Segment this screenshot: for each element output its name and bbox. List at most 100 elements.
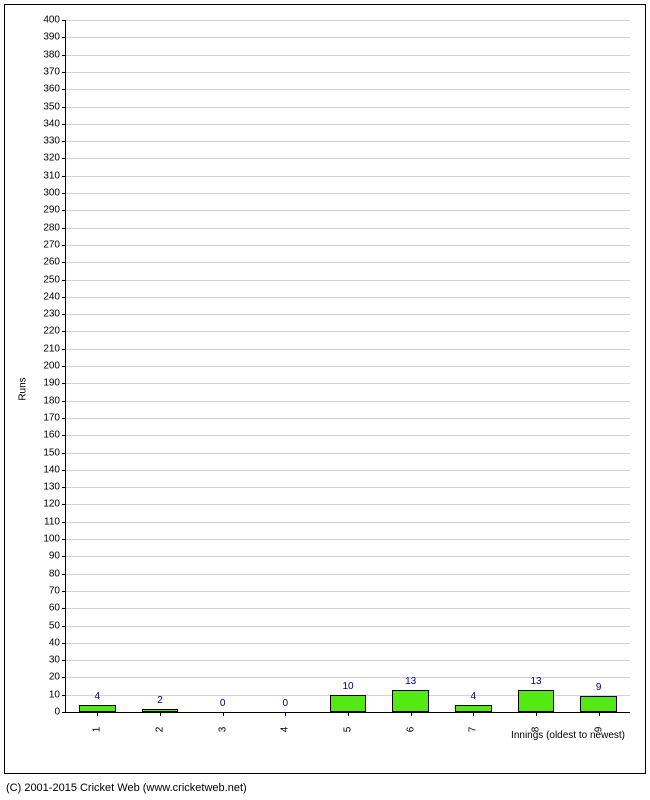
ytick-mark	[62, 314, 66, 315]
gridline	[66, 141, 630, 142]
gridline	[66, 72, 630, 73]
ytick-label: 200	[43, 361, 60, 372]
gridline	[66, 280, 630, 281]
ytick-mark	[62, 643, 66, 644]
ytick-mark	[62, 72, 66, 73]
gridline	[66, 591, 630, 592]
bar	[330, 695, 366, 712]
ytick-mark	[62, 435, 66, 436]
ytick-label: 300	[43, 188, 60, 199]
bar-value-label: 13	[405, 676, 416, 687]
gridline	[66, 556, 630, 557]
gridline	[66, 107, 630, 108]
ytick-mark	[62, 366, 66, 367]
gridline	[66, 643, 630, 644]
gridline	[66, 297, 630, 298]
gridline	[66, 453, 630, 454]
xtick-mark	[473, 712, 474, 716]
bar-value-label: 10	[342, 681, 353, 692]
gridline	[66, 487, 630, 488]
ytick-mark	[62, 176, 66, 177]
ytick-label: 60	[49, 603, 60, 614]
gridline	[66, 470, 630, 471]
chart-container: Runs 01020304050607080901001101201301401…	[0, 0, 650, 800]
gridline	[66, 89, 630, 90]
xtick-mark	[160, 712, 161, 716]
xtick-mark	[599, 712, 600, 716]
xtick-label: 7	[468, 727, 479, 733]
gridline	[66, 176, 630, 177]
ytick-label: 270	[43, 239, 60, 250]
ytick-label: 50	[49, 620, 60, 631]
ytick-mark	[62, 107, 66, 108]
ytick-label: 230	[43, 309, 60, 320]
gridline	[66, 245, 630, 246]
ytick-mark	[62, 193, 66, 194]
ytick-label: 400	[43, 15, 60, 26]
ytick-mark	[62, 677, 66, 678]
ytick-label: 330	[43, 136, 60, 147]
ytick-label: 80	[49, 568, 60, 579]
ytick-mark	[62, 453, 66, 454]
ytick-mark	[62, 401, 66, 402]
bar	[518, 690, 554, 712]
ytick-mark	[62, 20, 66, 21]
gridline	[66, 435, 630, 436]
bar-value-label: 0	[220, 698, 226, 709]
xtick-mark	[411, 712, 412, 716]
gridline	[66, 539, 630, 540]
ytick-mark	[62, 418, 66, 419]
xtick-label: 4	[280, 727, 291, 733]
ytick-label: 100	[43, 534, 60, 545]
xtick-mark	[348, 712, 349, 716]
copyright-text: (C) 2001-2015 Cricket Web (www.cricketwe…	[6, 782, 247, 794]
gridline	[66, 20, 630, 21]
ytick-mark	[62, 228, 66, 229]
gridline	[66, 504, 630, 505]
ytick-mark	[62, 383, 66, 384]
gridline	[66, 193, 630, 194]
ytick-mark	[62, 574, 66, 575]
gridline	[66, 401, 630, 402]
gridline	[66, 677, 630, 678]
ytick-label: 380	[43, 49, 60, 60]
ytick-label: 280	[43, 222, 60, 233]
gridline	[66, 574, 630, 575]
gridline	[66, 158, 630, 159]
ytick-mark	[62, 556, 66, 557]
ytick-mark	[62, 280, 66, 281]
ytick-mark	[62, 349, 66, 350]
ytick-mark	[62, 331, 66, 332]
gridline	[66, 210, 630, 211]
xtick-mark	[97, 712, 98, 716]
ytick-label: 320	[43, 153, 60, 164]
gridline	[66, 660, 630, 661]
ytick-label: 370	[43, 66, 60, 77]
y-axis-label: Runs	[18, 377, 29, 400]
ytick-label: 0	[54, 707, 60, 718]
ytick-label: 350	[43, 101, 60, 112]
gridline	[66, 55, 630, 56]
gridline	[66, 418, 630, 419]
chart-frame: Runs 01020304050607080901001101201301401…	[4, 4, 646, 774]
ytick-label: 120	[43, 499, 60, 510]
ytick-label: 10	[49, 689, 60, 700]
xtick-mark	[285, 712, 286, 716]
xtick-label: 3	[217, 727, 228, 733]
gridline	[66, 331, 630, 332]
ytick-label: 180	[43, 395, 60, 406]
ytick-mark	[62, 262, 66, 263]
ytick-mark	[62, 37, 66, 38]
ytick-label: 260	[43, 257, 60, 268]
bar-value-label: 13	[530, 676, 541, 687]
xtick-label: 6	[405, 727, 416, 733]
ytick-label: 40	[49, 637, 60, 648]
gridline	[66, 366, 630, 367]
xtick-mark	[536, 712, 537, 716]
ytick-mark	[62, 124, 66, 125]
ytick-label: 70	[49, 585, 60, 596]
bar-value-label: 9	[596, 682, 602, 693]
ytick-label: 390	[43, 32, 60, 43]
ytick-label: 140	[43, 464, 60, 475]
bar-value-label: 4	[95, 691, 101, 702]
